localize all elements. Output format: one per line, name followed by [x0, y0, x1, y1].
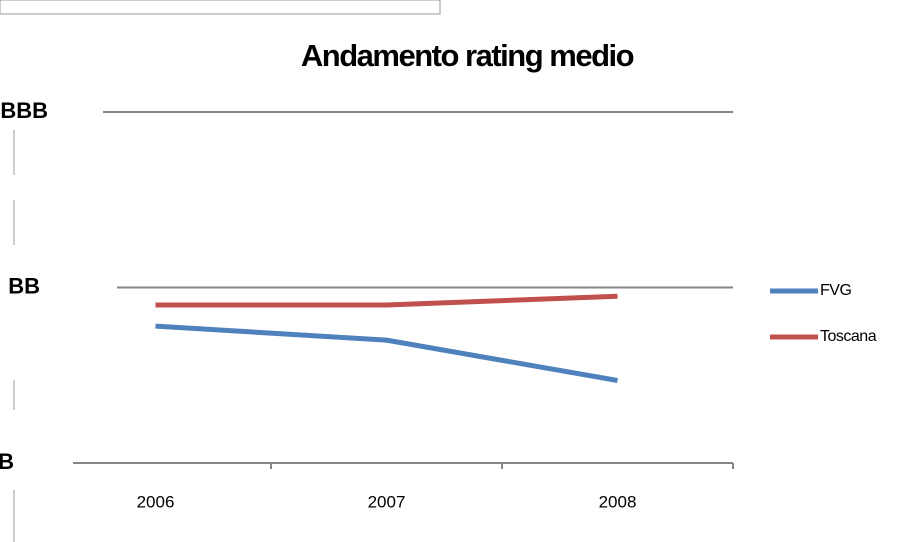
series-line — [155, 323, 618, 383]
chart-title: Andamento rating medio — [301, 38, 634, 73]
series-line — [155, 293, 618, 308]
y-tick-label: BB — [8, 273, 40, 298]
y-tick-label: BBB — [0, 98, 48, 123]
x-tick-label: 2007 — [368, 492, 406, 511]
x-tick-label: 2006 — [137, 492, 175, 511]
x-tick-label: 2008 — [599, 492, 637, 511]
frame-top — [0, 0, 441, 15]
legend-label: FVG — [820, 282, 851, 299]
y-tick-label: B — [0, 449, 14, 474]
legend-label: Toscana — [820, 328, 877, 345]
